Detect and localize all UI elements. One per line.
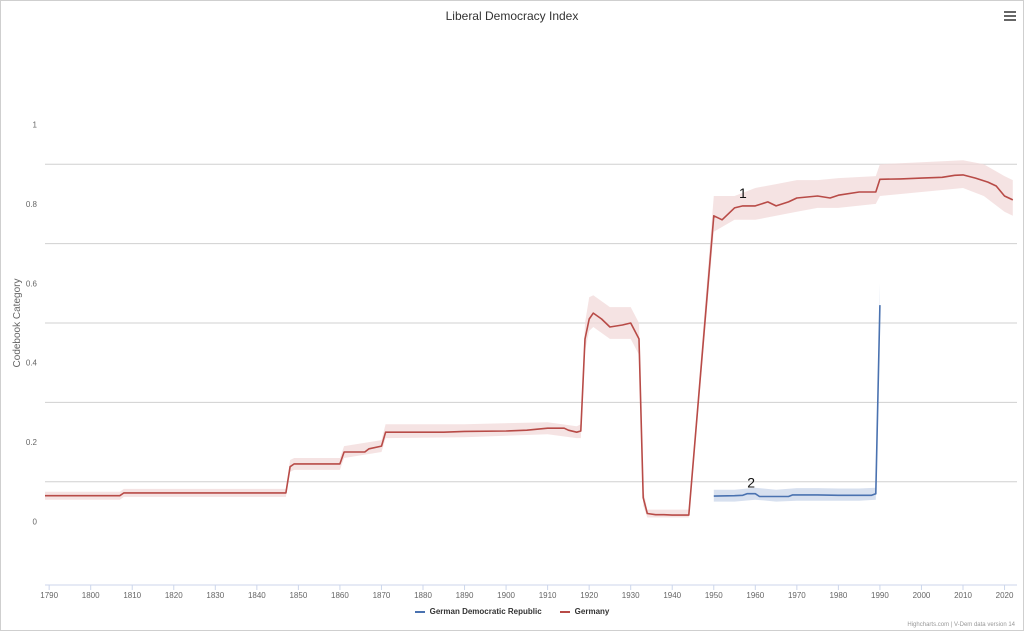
x-tick-label-1910: 1910 [539,591,557,600]
legend-label-gdr: German Democratic Republic [429,607,542,616]
y-tick-label-2: 0.4 [26,359,38,368]
x-tick-label-1850: 1850 [289,591,307,600]
x-tick-label-1860: 1860 [331,591,349,600]
x-tick-label-1970: 1970 [788,591,806,600]
x-tick-label-1810: 1810 [123,591,141,600]
series-line-germany [45,174,1014,516]
x-tick-label-2020: 2020 [996,591,1014,600]
legend-label-germany: Germany [574,607,610,616]
legend-swatch-gdr [414,610,425,613]
legend-swatch-germany [559,610,570,613]
y-tick-label-0: 0 [33,517,38,526]
x-tick-label-1880: 1880 [414,591,432,600]
x-tick-label-1920: 1920 [580,591,598,600]
y-tick-label-4: 0.8 [26,200,38,209]
chart-title: Liberal Democracy Index [445,9,579,23]
x-tick-label-1900: 1900 [497,591,515,600]
x-tick-label-1930: 1930 [622,591,640,600]
y-tick-label-3: 0.6 [26,279,38,288]
legend-item-gdr[interactable]: German Democratic Republic [414,607,542,616]
x-tick-label-1840: 1840 [248,591,266,600]
legend-item-germany[interactable]: Germany [559,607,610,616]
x-tick-label-1990: 1990 [871,591,889,600]
x-tick-label-1960: 1960 [746,591,764,600]
y-axis-title: Codebook Category [12,279,23,368]
x-tick-label-1950: 1950 [705,591,723,600]
chart-legend: German Democratic Republic Germany [1,607,1023,616]
x-tick-label-1790: 1790 [40,591,58,600]
confidence-band-gdr [713,283,880,502]
x-tick-label-1890: 1890 [456,591,474,600]
chart-credit: Highcharts.com | V-Dem data version 14 [907,622,1015,628]
x-tick-label-1830: 1830 [206,591,224,600]
x-tick-label-1980: 1980 [829,591,847,600]
hamburger-menu-icon[interactable] [1004,11,1016,21]
x-tick-label-1940: 1940 [663,591,681,600]
x-tick-label-1820: 1820 [165,591,183,600]
series-annotation-germany: 1 [739,185,747,201]
y-tick-label-5: 1 [33,121,38,130]
x-tick-label-1800: 1800 [82,591,100,600]
y-tick-label-1: 0.2 [26,438,38,447]
confidence-band-germany [45,160,1013,518]
x-tick-label-1870: 1870 [373,591,391,600]
x-tick-label-2000: 2000 [913,591,931,600]
series-line-gdr [713,305,881,498]
series-annotation-gdr: 2 [747,475,755,491]
x-tick-label-2010: 2010 [954,591,972,600]
